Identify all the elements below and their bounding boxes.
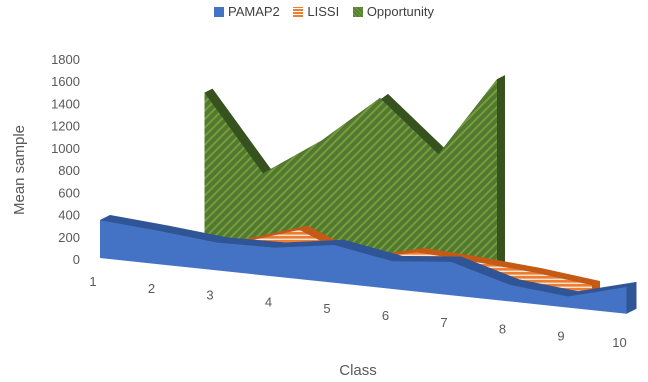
legend-item-opportunity: Opportunity bbox=[352, 4, 435, 19]
y-tick-label: 800 bbox=[58, 163, 80, 178]
legend-item-lissi: LISSI bbox=[293, 4, 339, 19]
y-axis-title: Mean sample bbox=[11, 125, 28, 215]
x-tick-label: 7 bbox=[440, 315, 447, 330]
x-tick-label: 9 bbox=[557, 328, 564, 343]
x-tick-label: 3 bbox=[206, 288, 213, 303]
x-tick-label: 10 bbox=[612, 335, 626, 350]
x-axis-title: Class bbox=[339, 362, 377, 379]
x-tick-label: 5 bbox=[323, 301, 330, 316]
y-tick-label: 1600 bbox=[51, 74, 80, 89]
y-tick-label: 1400 bbox=[51, 96, 80, 111]
x-tick-label: 4 bbox=[265, 294, 272, 309]
legend-label-pamap2: PAMAP2 bbox=[227, 4, 280, 19]
legend-swatch-opportunity bbox=[352, 7, 363, 17]
series-layer bbox=[99, 75, 637, 314]
y-tick-label: 0 bbox=[73, 252, 80, 267]
series-area-pamap2 bbox=[100, 220, 627, 314]
y-tick-label: 1800 bbox=[51, 52, 80, 67]
series-side-opportunity bbox=[497, 75, 505, 278]
y-tick-label: 200 bbox=[58, 230, 80, 245]
y-tick-label: 1000 bbox=[51, 141, 80, 156]
series-side-pamap2 bbox=[626, 282, 637, 314]
legend-label-opportunity: Opportunity bbox=[366, 4, 435, 19]
x-tick-label: 6 bbox=[382, 308, 389, 323]
chart-legend: PAMAP2 LISSI Opportunity bbox=[0, 4, 648, 19]
series-area-opportunity bbox=[204, 79, 497, 278]
y-tick-label: 1200 bbox=[51, 119, 80, 134]
x-tick-label: 8 bbox=[499, 322, 506, 337]
y-tick-label: 400 bbox=[58, 208, 80, 223]
y-axis: 0 200 400 600 800 1000 1200 1400 1600 1800 bbox=[51, 52, 80, 267]
legend-swatch-pamap2 bbox=[213, 7, 224, 17]
x-tick-label: 1 bbox=[89, 274, 96, 289]
x-axis: 1 2 3 4 5 6 7 8 9 10 bbox=[89, 274, 626, 350]
y-tick-label: 600 bbox=[58, 185, 80, 200]
x-tick-label: 2 bbox=[148, 281, 155, 296]
series-top-pamap2 bbox=[99, 214, 637, 297]
legend-item-pamap2: PAMAP2 bbox=[213, 4, 280, 19]
legend-label-lissi: LISSI bbox=[307, 4, 340, 19]
legend-swatch-lissi bbox=[293, 7, 304, 17]
